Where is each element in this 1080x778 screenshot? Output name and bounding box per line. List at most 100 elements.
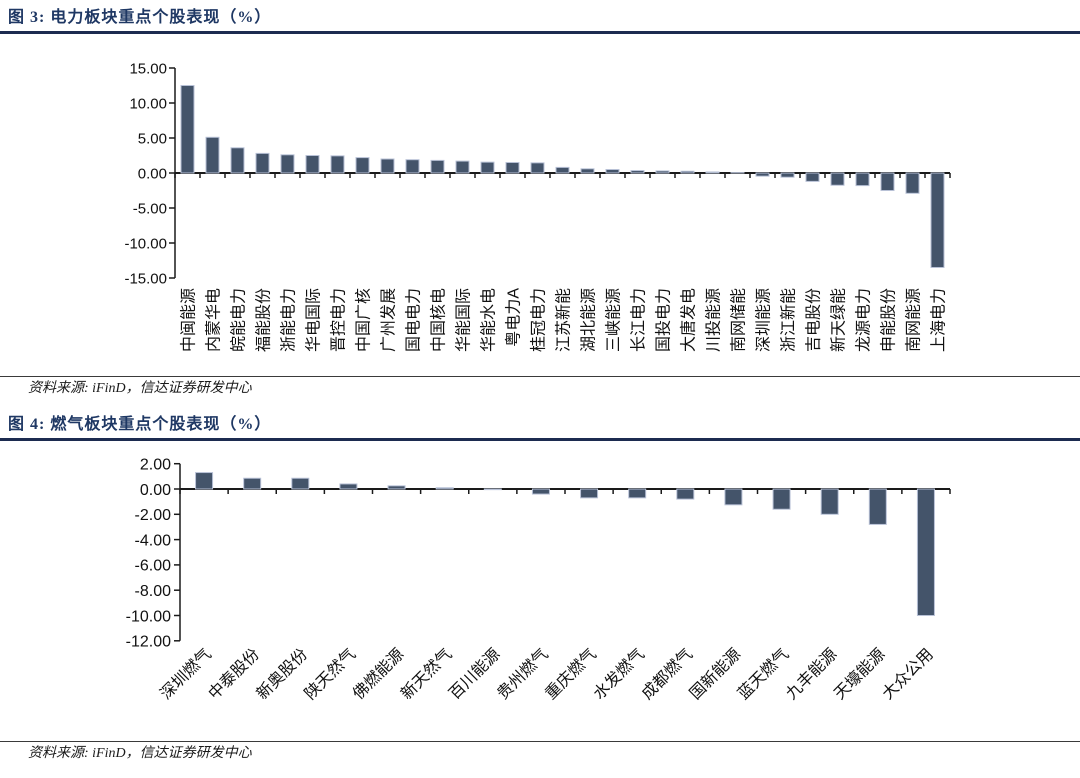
y-tick-label: 0.00 [140,482,171,499]
bar [480,161,495,174]
y-tick-label: -8.00 [135,583,172,600]
bar [387,485,406,490]
x-category-label: 晋控电力 [330,288,348,352]
bar [180,85,195,174]
x-category-label: 蓝天燃气 [734,645,792,703]
bar [305,155,320,174]
bar [430,159,445,174]
bar [755,172,770,177]
bar [505,162,520,174]
bar [405,159,420,174]
x-category-label: 新奥股份 [253,645,311,703]
x-category-label: 三峡能源 [605,288,623,352]
bar [230,147,245,174]
bar [628,488,647,499]
x-category-label: 陕天然气 [301,645,359,703]
y-tick-label: -5.00 [133,200,167,217]
x-category-label: 南网能源 [905,288,923,352]
x-category-label: 深圳燃气 [157,645,215,703]
y-tick-label: 2.00 [140,456,171,473]
bar [830,172,845,186]
x-category-label: 国投电力 [655,288,673,352]
bar [195,472,214,490]
bar [820,488,839,515]
bar [205,136,220,174]
x-category-label: 国电电力 [405,288,423,352]
x-category-label: 江苏新能 [555,288,573,352]
x-category-label: 龙源电力 [855,288,873,352]
bar [580,488,599,499]
bar [255,152,270,174]
bar [455,160,470,174]
x-category-label: 新天然气 [398,645,456,703]
bar [435,487,454,490]
figure-3-source: 资料来源: iFinD，信达证券研发中心 [28,381,252,396]
figure-3-title: 图 3: 电力板块重点个股表现（%） [8,9,272,26]
bar [630,170,645,174]
x-category-label: 湖北能源 [580,288,598,352]
bar [380,158,395,174]
x-category-label: 大唐发电 [680,288,698,352]
bar [339,483,358,490]
figure-4-section: 图 4: 燃气板块重点个股表现（%） 2.00 0.00 -2.00 -4.00 -6.… [0,403,1080,762]
x-category-label: 上海电力 [930,288,948,352]
figure-3-source-divider [0,376,1080,377]
bar [724,488,743,506]
x-category-label: 福能股份 [255,288,273,352]
y-tick-label: -6.00 [135,558,172,575]
x-category-label: 中国广核 [355,288,373,352]
bar [483,488,502,491]
bar [930,172,945,268]
power-stocks-bar-chart: 15.00 10.00 5.00 0.00 -5.00 -10.00 -15.00 中闽能源内… [124,60,951,352]
x-category-label: 贵州燃气 [494,645,552,703]
bar [355,157,370,174]
x-category-label: 大众公用 [879,645,937,703]
bar [291,477,310,490]
x-category-label: 重庆燃气 [542,645,600,703]
y-tick-label: -10.00 [126,608,171,625]
x-category-label: 吉电股份 [805,288,823,352]
x-category-label: 深圳能源 [755,288,773,352]
x-category-label: 申能股份 [880,288,898,352]
gas-stocks-bar-chart: 2.00 0.00 -2.00 -4.00 -6.00 -8.00 -10.00 -12.00… [126,456,951,703]
y-tick-label: -4.00 [135,532,172,549]
x-category-label: 中泰股份 [205,645,263,703]
bar [680,170,695,174]
bar [705,171,720,174]
x-category-label: 浙能电力 [280,288,298,352]
figure-4-source: 资料来源: iFinD，信达证券研发中心 [28,746,252,761]
x-category-label: 华电国际 [305,288,323,352]
y-tick-label: 15.00 [129,60,167,77]
x-category-label: 桂冠电力 [530,288,548,352]
y-tick-label: -10.00 [124,235,167,252]
x-category-label: 天壕能源 [830,644,889,703]
x-category-label: 南网储能 [730,288,748,352]
x-category-label: 粤电力A [504,288,523,347]
y-tick-label: -12.00 [126,634,171,651]
x-category-label: 川投能源 [705,288,723,352]
bar [243,477,262,490]
bar [655,170,670,174]
bar [580,168,595,174]
x-category-label: 新天绿能 [830,288,848,352]
x-category-label: 浙江新能 [780,288,798,352]
bar [676,488,695,500]
bar [780,172,795,178]
bar [855,172,870,187]
x-category-label: 广州发展 [380,288,398,352]
x-category-label: 华能水电 [480,288,498,352]
x-category-label: 百川能源 [446,645,504,703]
x-category-label: 长江电力 [630,288,648,352]
x-category-label: 水发燃气 [590,645,648,703]
bar [916,488,935,616]
x-category-label: 内蒙华电 [205,288,223,352]
x-category-label: 九丰能源 [783,645,841,703]
bar [805,172,820,182]
x-category-label: 中国核电 [430,288,448,352]
bar [530,162,545,174]
x-category-label: 国新能源 [686,645,744,703]
bar [868,488,887,525]
x-category-label: 佛燃能源 [349,645,407,703]
y-tick-label: 10.00 [129,95,167,112]
figure-3-section: 图 3: 电力板块重点个股表现（%） 15.00 10.00 5.00 0.00 -5.… [0,9,1080,396]
